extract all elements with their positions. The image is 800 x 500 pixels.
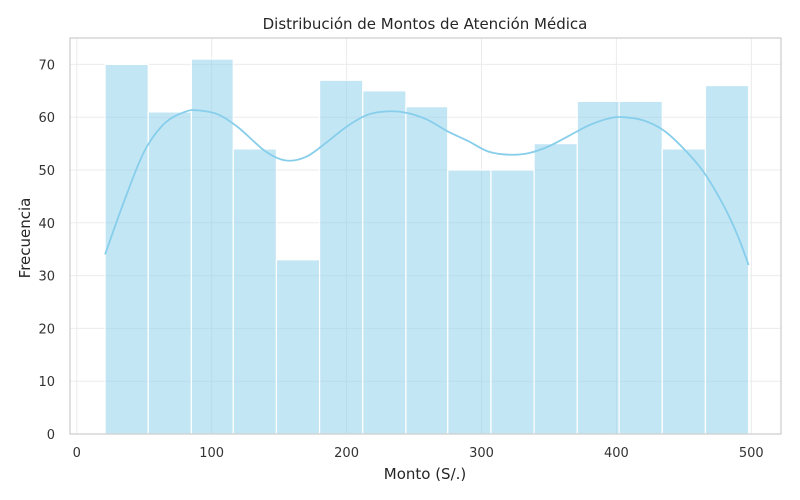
y-tick-label: 60	[38, 111, 55, 126]
histogram-bar	[232, 148, 278, 435]
histogram-bar	[147, 111, 193, 435]
y-tick-label: 30	[38, 270, 55, 285]
x-tick-label: 500	[739, 446, 764, 461]
histogram-bar	[405, 106, 449, 435]
histogram-bar	[704, 84, 750, 435]
x-axis-ticks: 0 100 200 300 400 500	[73, 446, 764, 461]
y-tick-label: 10	[38, 375, 55, 390]
plot-frame	[69, 37, 782, 435]
x-tick-label: 100	[199, 446, 224, 461]
histogram-bar	[447, 169, 492, 435]
histogram-bar	[533, 143, 578, 435]
histogram-bar	[275, 259, 321, 435]
histogram-bar	[490, 169, 535, 435]
y-tick-label: 70	[38, 58, 55, 73]
x-axis-label: Monto (S/.)	[384, 465, 467, 483]
y-tick-label: 50	[38, 164, 55, 179]
histogram-bar	[104, 63, 149, 435]
x-tick-label: 0	[73, 446, 81, 461]
x-tick-label: 200	[334, 446, 359, 461]
histogram-bar	[576, 100, 620, 435]
y-tick-label: 0	[47, 428, 55, 443]
histogram-bar	[618, 100, 663, 435]
kde-curve	[104, 109, 750, 266]
chart-title: Distribución de Montos de Atención Médic…	[263, 15, 588, 33]
x-tick-label: 400	[604, 446, 629, 461]
histogram-bar	[190, 58, 234, 435]
histogram-bar	[661, 148, 707, 435]
histogram-bars	[104, 58, 750, 435]
y-axis-ticks: 0 10 20 30 40 50 60 70	[38, 58, 55, 443]
histogram-bar	[362, 90, 407, 435]
y-tick-label: 20	[38, 322, 55, 337]
y-axis-label: Frecuencia	[16, 198, 34, 279]
y-tick-label: 40	[38, 217, 55, 232]
x-tick-label: 300	[469, 446, 494, 461]
histogram-bar	[318, 79, 364, 435]
